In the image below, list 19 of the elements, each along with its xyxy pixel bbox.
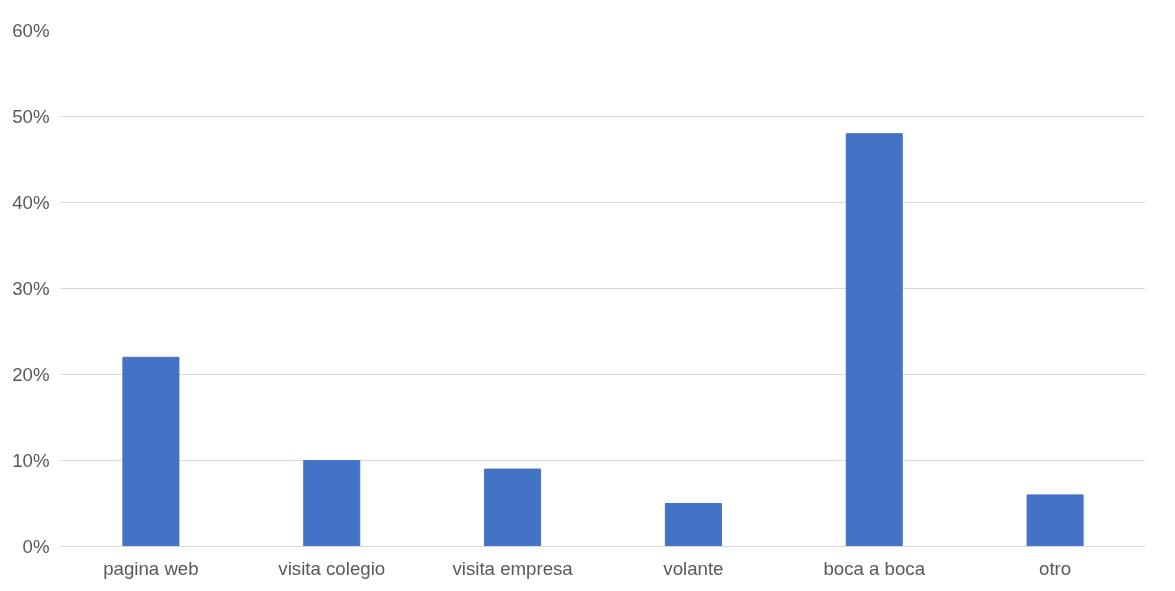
- bar: [122, 356, 180, 547]
- x-tick-label: visita empresa: [452, 557, 574, 579]
- x-tick-label: boca a boca: [823, 557, 926, 579]
- x-tick-label: pagina web: [103, 557, 199, 579]
- bar: [1026, 494, 1084, 547]
- x-tick-label: visita colegio: [278, 557, 386, 579]
- bar: [664, 503, 722, 547]
- y-tick-label: 40%: [12, 192, 50, 213]
- y-tick-label: 30%: [12, 278, 50, 299]
- x-tick-label: volante: [663, 557, 724, 579]
- y-tick-label: 60%: [12, 20, 50, 41]
- y-tick-label: 0%: [22, 536, 50, 557]
- y-tick-label: 20%: [12, 364, 50, 385]
- bar: [845, 133, 903, 547]
- y-tick-label: 10%: [12, 450, 50, 471]
- bar: [303, 460, 361, 547]
- x-tick-label: otro: [1039, 557, 1072, 579]
- bar: [484, 468, 542, 547]
- y-tick-label: 50%: [12, 106, 50, 127]
